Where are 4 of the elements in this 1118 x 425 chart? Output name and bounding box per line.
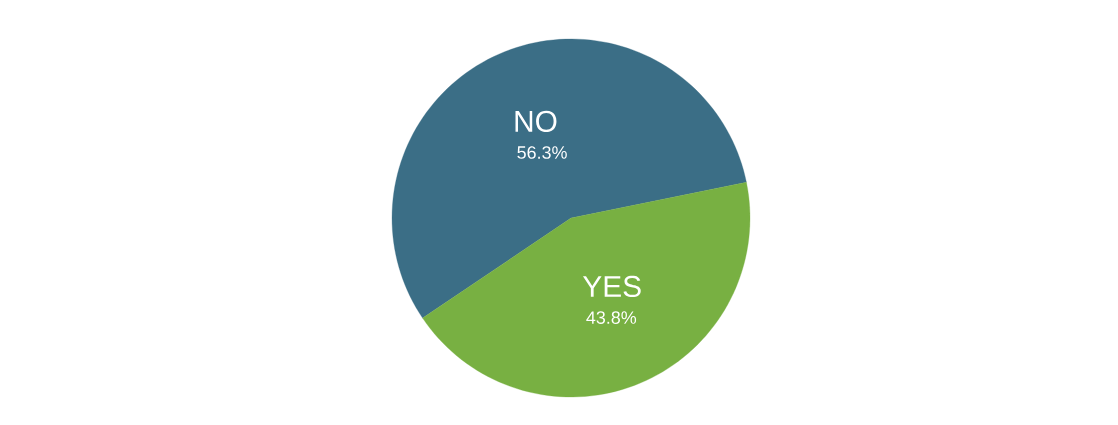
slice-label: NO: [515, 110, 557, 132]
data-label: 56.3%: [517, 146, 567, 159]
slice-label: YES: [582, 275, 641, 298]
data-label: 43.8%: [586, 311, 637, 324]
